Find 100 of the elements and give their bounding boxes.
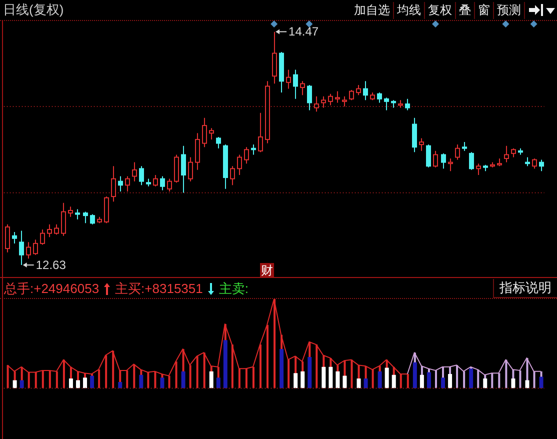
bar: [448, 374, 452, 388]
candlestick: [188, 156, 193, 182]
bar: [511, 378, 516, 388]
candlestick: [433, 150, 438, 168]
candlestick: [237, 154, 242, 176]
bar: [216, 378, 220, 388]
bar: [356, 378, 361, 388]
candlestick: [412, 117, 417, 153]
bar: [76, 380, 80, 388]
bar: [181, 371, 186, 388]
text: 主买:+8315351: [115, 280, 203, 296]
bar: [280, 349, 284, 388]
candlestick: [90, 214, 95, 225]
candlestick: [419, 138, 424, 152]
text: 加自选: [351, 2, 394, 18]
text: 总手:+24946053: [4, 280, 100, 296]
bar: [483, 378, 488, 388]
chart-title: 日线(复权): [3, 2, 64, 18]
bar: [12, 380, 17, 388]
text: 预测: [494, 2, 525, 18]
candlestick: [356, 84, 361, 96]
candlestick: [12, 232, 17, 244]
bar: [328, 366, 333, 388]
text: 主卖:: [218, 280, 248, 296]
candlestick: [160, 176, 165, 191]
bar: [322, 366, 326, 388]
candlestick: [153, 174, 158, 187]
candlestick: [363, 80, 368, 101]
candlestick: [307, 84, 312, 111]
bar: [342, 376, 347, 388]
candlestick: [111, 166, 116, 202]
bar: [160, 378, 164, 388]
candlestick: [26, 242, 31, 260]
candlestick: [377, 92, 382, 104]
text: 叠: [456, 2, 475, 18]
candlestick: [40, 229, 45, 246]
candlestick: [286, 69, 291, 90]
candlestick: [181, 145, 186, 194]
text: 窗: [475, 2, 494, 18]
candlestick: [125, 176, 130, 192]
candlestick: [251, 144, 256, 156]
bar: [392, 374, 396, 388]
candlestick: [139, 166, 144, 186]
candlestick: [335, 90, 340, 104]
text: 指标说明: [500, 280, 552, 296]
annotation: 14.47: [288, 24, 319, 39]
candlestick: [293, 69, 298, 100]
bar: [539, 376, 544, 388]
candlestick: [33, 239, 38, 256]
candlestick: [441, 152, 446, 170]
candlestick: [209, 128, 214, 140]
bar: [441, 378, 446, 388]
candlestick: [54, 224, 59, 236]
bar: [68, 378, 73, 388]
candlestick: [476, 163, 481, 176]
candlestick: [216, 136, 221, 149]
candlestick: [314, 96, 319, 112]
candlestick: [83, 211, 88, 224]
candlestick: [469, 152, 474, 170]
bar: [412, 362, 417, 388]
candlestick: [118, 176, 123, 192]
bar: [294, 373, 298, 388]
bar: [300, 371, 305, 388]
candlestick: [272, 32, 277, 84]
candlestick: [61, 202, 66, 236]
candlestick: [448, 158, 453, 172]
candlestick: [426, 144, 431, 168]
annotation: 财: [261, 264, 274, 278]
candlestick: [342, 96, 347, 108]
candlestick: [47, 224, 52, 238]
bar: [83, 378, 88, 388]
candlestick: [167, 178, 172, 192]
candlestick: [539, 159, 544, 172]
bar: [420, 374, 424, 388]
candlestick: [328, 93, 333, 106]
bar: [378, 371, 382, 388]
bar: [426, 372, 431, 388]
candlestick: [532, 158, 537, 170]
candlestick: [349, 90, 354, 101]
bar: [209, 371, 214, 388]
candlestick: [405, 98, 410, 111]
annotation: 12.63: [36, 258, 66, 272]
candlestick: [75, 208, 80, 220]
bar: [384, 368, 389, 388]
bar: [364, 378, 368, 388]
candlestick: [244, 146, 249, 164]
text: 均线: [394, 2, 425, 18]
candlestick: [504, 145, 509, 163]
bar: [139, 374, 144, 388]
candlestick: [132, 162, 137, 182]
candlestick: [300, 80, 305, 96]
candlestick: [19, 230, 24, 265]
bar: [223, 340, 228, 388]
candlestick: [195, 132, 200, 170]
bar: [118, 382, 122, 388]
candlestick: [68, 206, 73, 218]
candlestick: [5, 224, 10, 253]
bar: [336, 371, 340, 388]
candlestick: [258, 112, 263, 153]
candlestick: [321, 96, 326, 108]
